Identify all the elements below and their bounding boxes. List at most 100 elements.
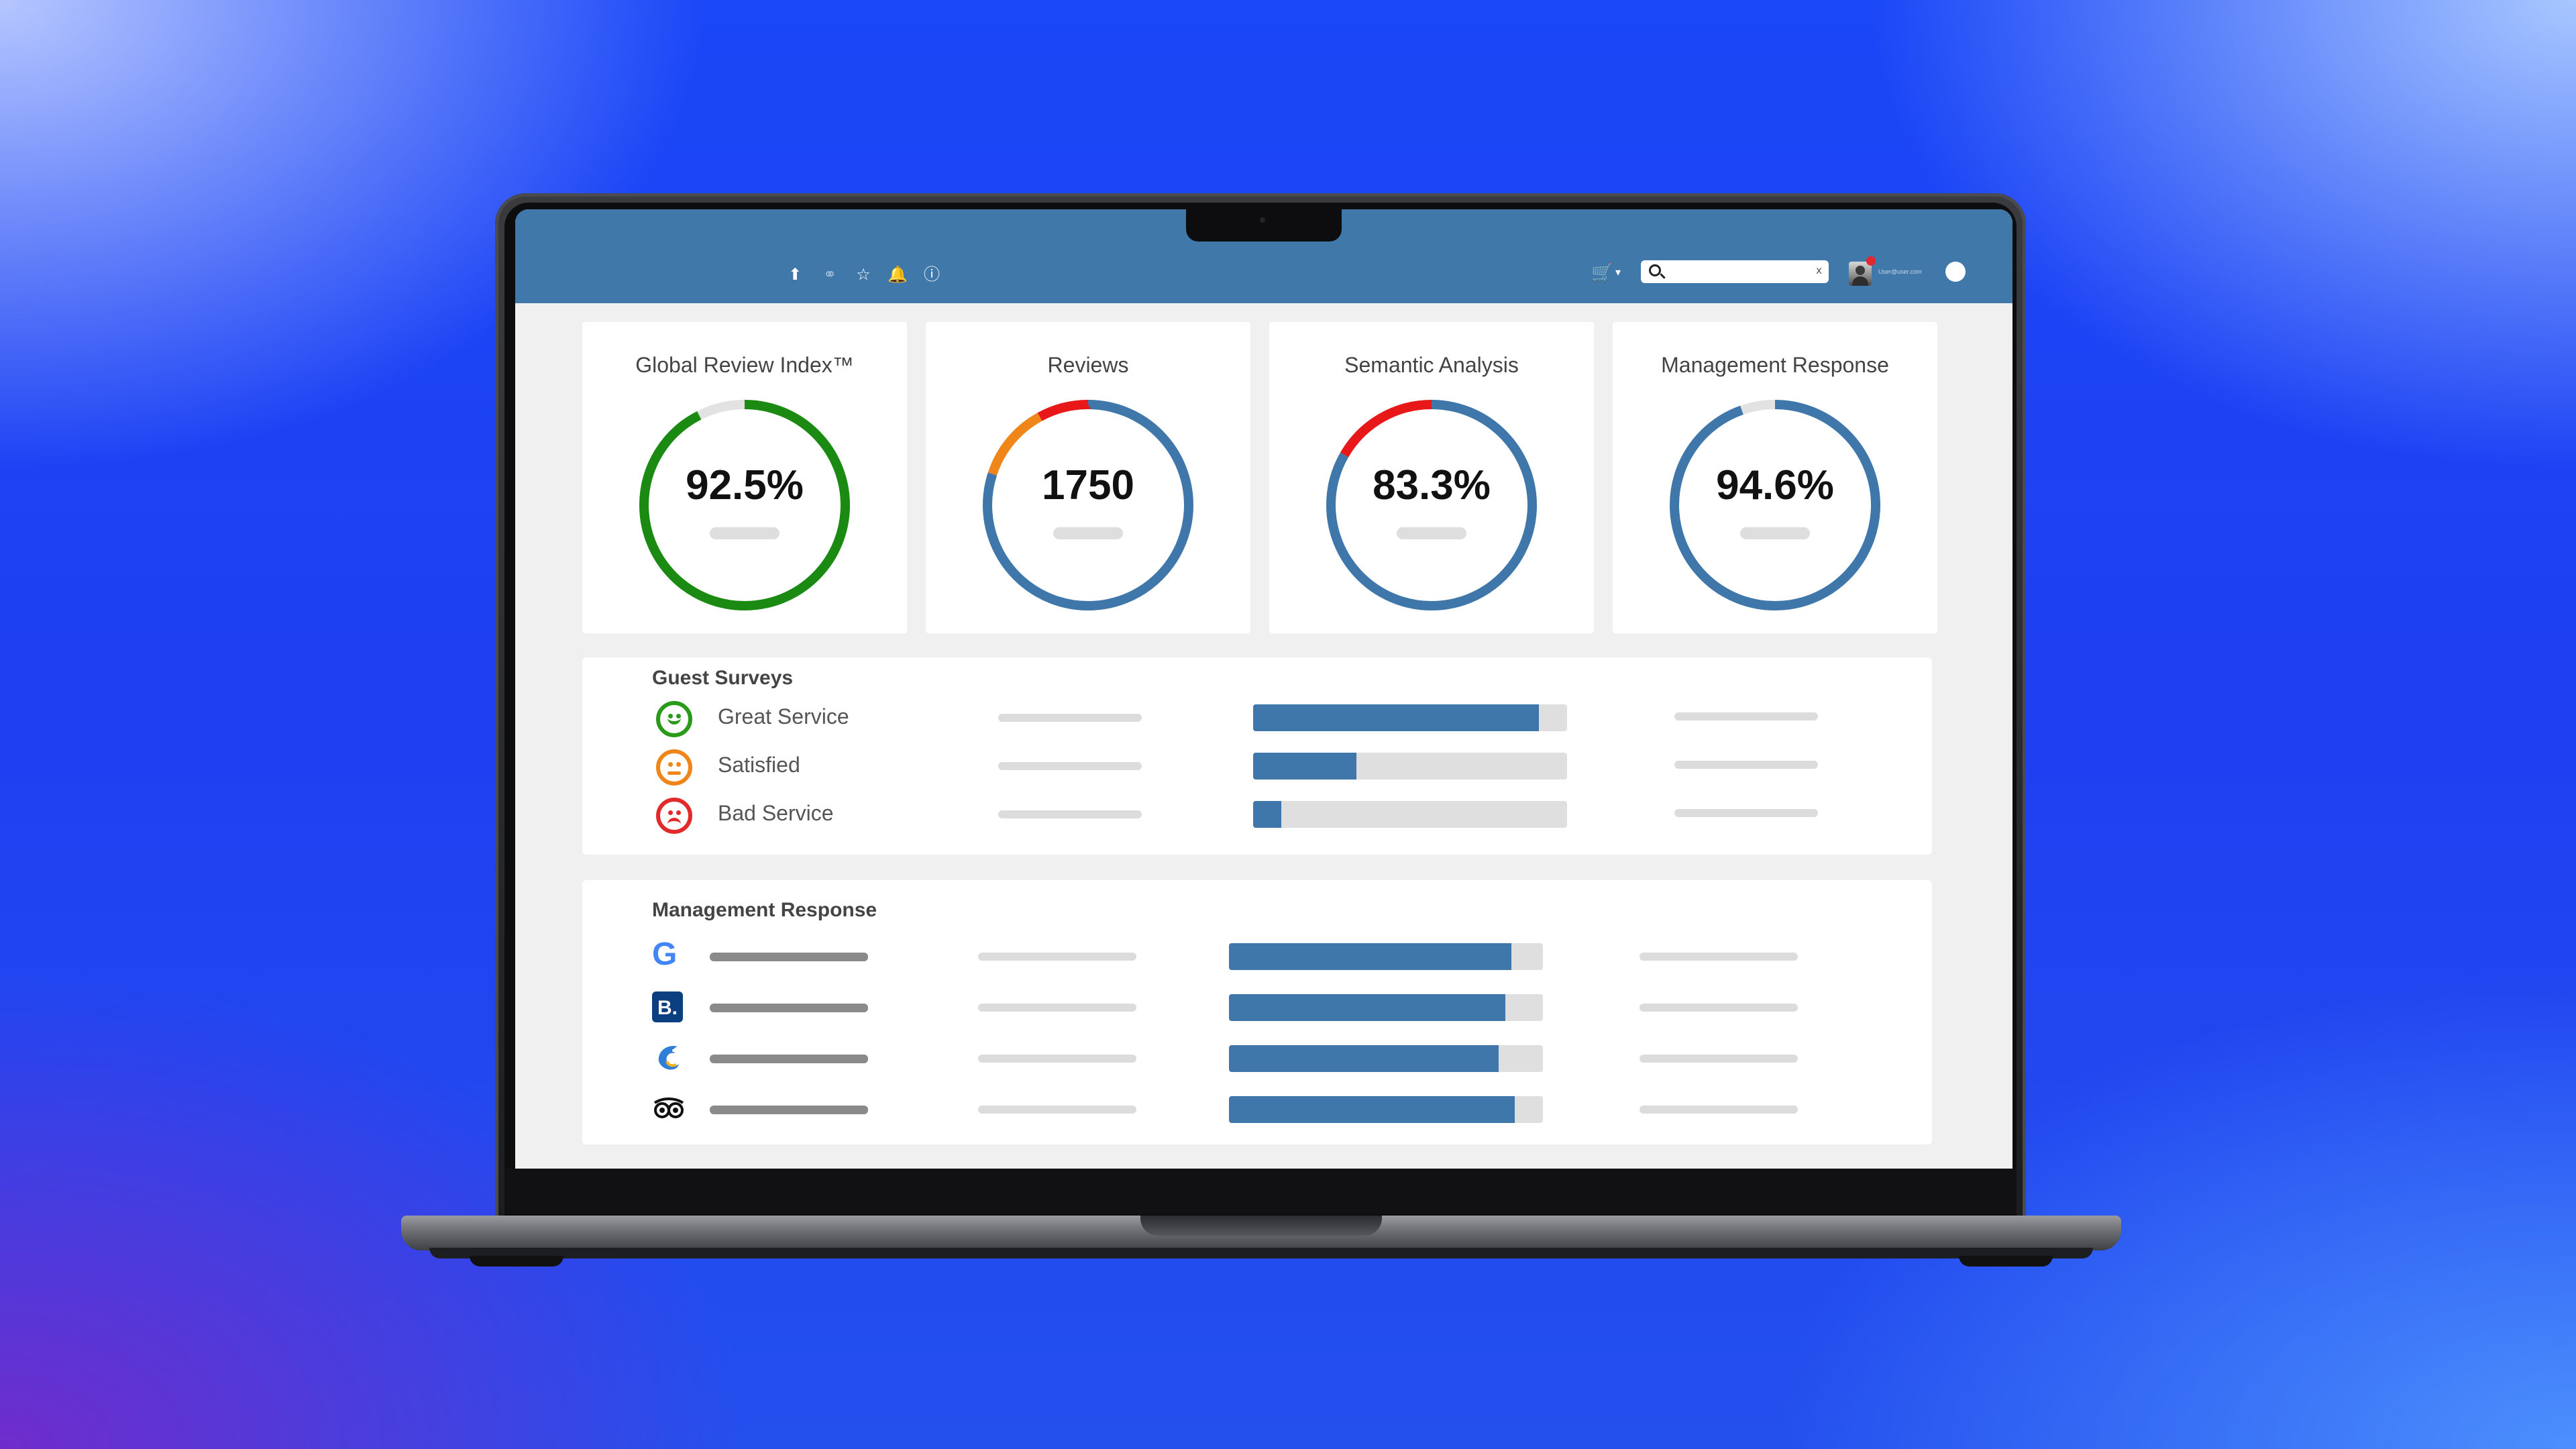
survey-row[interactable]: Bad Service	[582, 796, 1932, 836]
upload-icon[interactable]: ⬆	[788, 265, 802, 284]
survey-bar-fill	[1253, 753, 1357, 780]
response-row[interactable]	[582, 1038, 1932, 1079]
kpi-gauge	[639, 400, 850, 610]
response-bar	[1229, 1096, 1543, 1123]
clear-search-button[interactable]: x	[1816, 264, 1822, 276]
kpi-gauge	[983, 400, 1193, 610]
laptop-hinge	[1140, 1216, 1382, 1236]
kpi-card[interactable]: Management Response 94.6%	[1613, 322, 1937, 633]
response-bar-fill	[1229, 1045, 1499, 1072]
kpi-title: Management Response	[1661, 353, 1889, 377]
dolphin-logo-icon	[658, 1046, 679, 1070]
kpi-caption-placeholder	[1053, 527, 1123, 539]
response-bar-fill	[1229, 1096, 1515, 1123]
response-row[interactable]: B.	[582, 987, 1932, 1028]
info-icon[interactable]: ⓘ	[924, 265, 940, 284]
booking-logo-icon: B.	[652, 991, 683, 1022]
search-bar: x	[1641, 260, 1829, 283]
camera	[1260, 217, 1265, 223]
avatar[interactable]	[1849, 262, 1872, 286]
placeholder-line	[978, 953, 1136, 961]
laptop-screen: ⬆ ⚭ ☆ 🔔 ⓘ 🛒 ▾ x User@user.com Global Rev…	[515, 209, 2012, 1169]
kpi-value: 83.3%	[1373, 462, 1491, 508]
kpi-value: 92.5%	[686, 462, 804, 508]
placeholder-line	[998, 762, 1142, 770]
notification-badge	[1866, 256, 1876, 266]
survey-bar	[1253, 801, 1567, 828]
guest-surveys-title: Guest Surveys	[652, 667, 794, 689]
kpi-title: Global Review Index™	[635, 353, 854, 377]
response-bar-fill	[1229, 943, 1512, 970]
survey-label: Satisfied	[718, 753, 800, 777]
survey-bar-fill	[1253, 704, 1539, 731]
camera-notch	[1186, 209, 1342, 241]
kpi-card[interactable]: Reviews 1750	[926, 322, 1250, 633]
top-bar: ⬆ ⚭ ☆ 🔔 ⓘ 🛒 ▾ x User@user.com	[515, 209, 2012, 303]
survey-bar-fill	[1253, 801, 1282, 828]
link-icon[interactable]: ⚭	[822, 265, 837, 284]
kpi-value: 94.6%	[1716, 462, 1834, 508]
placeholder-line	[978, 1004, 1136, 1012]
placeholder-line	[1674, 712, 1818, 720]
kpi-title: Reviews	[1047, 353, 1129, 377]
laptop-base-bottom	[429, 1248, 2093, 1258]
response-bar	[1229, 994, 1543, 1021]
search-icon	[1649, 264, 1661, 276]
kpi-gauge	[1670, 400, 1880, 610]
kpi-card[interactable]: Global Review Index™ 92.5%	[582, 322, 907, 633]
sad-face-icon	[656, 798, 692, 834]
chevron-down-icon[interactable]: ▾	[1615, 266, 1621, 278]
happy-face-icon	[656, 701, 692, 737]
kpi-caption-placeholder	[1397, 527, 1466, 539]
star-icon[interactable]: ☆	[856, 265, 871, 284]
neutral-face-icon	[656, 749, 692, 786]
laptop-foot	[1959, 1256, 2053, 1267]
survey-label: Bad Service	[718, 801, 834, 825]
placeholder-line	[1640, 953, 1798, 961]
placeholder-line	[1640, 1004, 1798, 1012]
kpi-gauge	[1326, 400, 1537, 610]
gauge-segment	[639, 400, 850, 610]
placeholder-line	[978, 1106, 1136, 1114]
kpi-title: Semantic Analysis	[1344, 353, 1519, 377]
tripadvisor-logo-icon	[653, 1097, 684, 1118]
placeholder-line	[1674, 761, 1818, 769]
placeholder-line	[978, 1055, 1136, 1063]
gauge-segment	[983, 400, 1193, 610]
kpi-caption-placeholder	[1740, 527, 1810, 539]
placeholder-line	[1640, 1055, 1798, 1063]
survey-bar	[1253, 753, 1567, 780]
status-dot[interactable]	[1945, 262, 1966, 282]
response-bar	[1229, 1045, 1543, 1072]
survey-bar	[1253, 704, 1567, 731]
placeholder-line	[998, 714, 1142, 722]
bell-icon[interactable]: 🔔	[888, 265, 908, 284]
management-response-title: Management Response	[652, 899, 877, 921]
survey-label: Great Service	[718, 704, 849, 729]
gauge-segment	[1670, 400, 1880, 610]
placeholder-line	[710, 953, 868, 961]
search-input[interactable]	[1668, 263, 1802, 280]
kpi-card[interactable]: Semantic Analysis 83.3%	[1269, 322, 1594, 633]
survey-row[interactable]: Satisfied	[582, 747, 1932, 788]
response-bar	[1229, 943, 1543, 970]
placeholder-line	[710, 1106, 868, 1114]
placeholder-line	[710, 1004, 868, 1012]
user-email[interactable]: User@user.com	[1878, 268, 1922, 275]
response-row[interactable]	[582, 1089, 1932, 1130]
kpi-value: 1750	[1042, 462, 1134, 508]
management-response-panel: Management Response G B.	[582, 880, 1932, 1144]
response-row[interactable]: G	[582, 936, 1932, 977]
cart-icon[interactable]: 🛒	[1591, 263, 1613, 283]
kpi-caption-placeholder	[710, 527, 780, 539]
response-bar-fill	[1229, 994, 1505, 1021]
gauge-segment	[1326, 400, 1537, 610]
google-logo-icon: G	[652, 936, 678, 972]
laptop-chin	[504, 1169, 2017, 1214]
guest-surveys-panel: Guest Surveys Great Service Satisfied Bad …	[582, 657, 1932, 855]
placeholder-line	[710, 1055, 868, 1063]
placeholder-line	[998, 810, 1142, 818]
laptop-foot	[470, 1256, 564, 1267]
placeholder-line	[1640, 1106, 1798, 1114]
survey-row[interactable]: Great Service	[582, 699, 1932, 739]
